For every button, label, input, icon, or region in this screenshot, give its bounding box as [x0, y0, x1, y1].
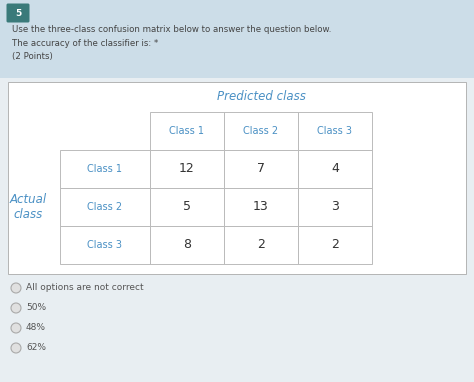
Circle shape — [11, 343, 21, 353]
Text: The accuracy of the classifier is: *: The accuracy of the classifier is: * — [12, 39, 158, 49]
Text: 3: 3 — [331, 201, 339, 214]
FancyBboxPatch shape — [8, 82, 466, 274]
Bar — [298, 226, 372, 264]
Text: 5: 5 — [15, 8, 21, 18]
Circle shape — [11, 323, 21, 333]
Bar — [60, 188, 150, 226]
Bar — [224, 226, 298, 264]
FancyBboxPatch shape — [0, 0, 474, 78]
Bar — [60, 150, 150, 188]
Text: All options are not correct: All options are not correct — [26, 283, 144, 293]
Text: 8: 8 — [183, 238, 191, 251]
Bar — [150, 112, 224, 150]
Text: 50%: 50% — [26, 304, 46, 312]
Text: Actual
class: Actual class — [9, 193, 46, 221]
Bar — [150, 188, 224, 226]
Text: 62%: 62% — [26, 343, 46, 353]
Circle shape — [11, 303, 21, 313]
Text: 2: 2 — [257, 238, 265, 251]
Bar — [298, 188, 372, 226]
Bar — [150, 226, 224, 264]
Text: 12: 12 — [179, 162, 195, 175]
Text: Use the three-class confusion matrix below to answer the question below.: Use the three-class confusion matrix bel… — [12, 26, 331, 34]
Bar — [60, 226, 150, 264]
Bar — [298, 150, 372, 188]
Text: (2 Points): (2 Points) — [12, 52, 53, 62]
Text: 13: 13 — [253, 201, 269, 214]
Bar — [224, 150, 298, 188]
FancyBboxPatch shape — [7, 3, 29, 23]
Text: Class 1: Class 1 — [170, 126, 204, 136]
Bar — [224, 188, 298, 226]
Text: Class 2: Class 2 — [87, 202, 123, 212]
Bar — [298, 112, 372, 150]
Bar — [224, 112, 298, 150]
Text: Class 3: Class 3 — [318, 126, 353, 136]
Text: 7: 7 — [257, 162, 265, 175]
Bar — [150, 150, 224, 188]
Text: Class 1: Class 1 — [88, 164, 122, 174]
Text: 48%: 48% — [26, 324, 46, 332]
Text: Class 2: Class 2 — [244, 126, 279, 136]
Circle shape — [11, 283, 21, 293]
Text: Class 3: Class 3 — [88, 240, 122, 250]
Text: 2: 2 — [331, 238, 339, 251]
Text: Predicted class: Predicted class — [217, 89, 305, 102]
Text: 4: 4 — [331, 162, 339, 175]
Text: 5: 5 — [183, 201, 191, 214]
